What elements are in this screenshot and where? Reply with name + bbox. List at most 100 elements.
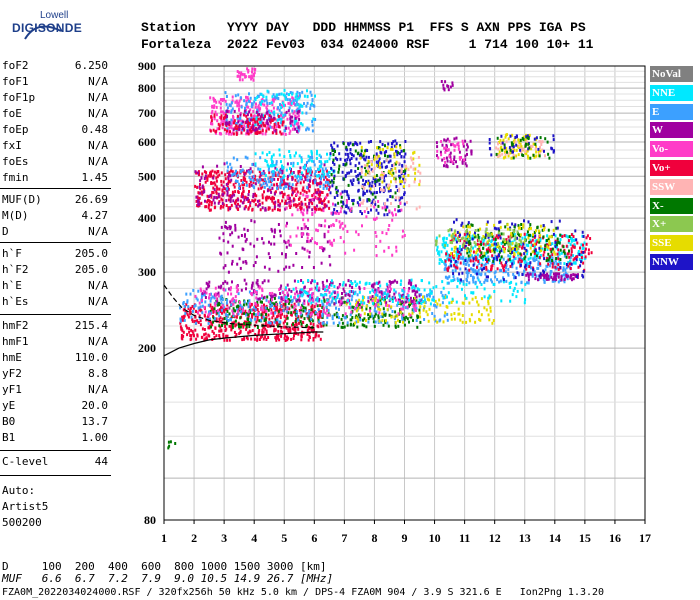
scatter-point [261, 102, 264, 106]
scatter-point [338, 316, 340, 320]
scatter-point [415, 319, 418, 322]
scatter-point [251, 170, 254, 174]
scatter-point [479, 318, 482, 322]
scatter-point [494, 247, 497, 251]
scatter-point [332, 160, 334, 164]
scatter-point [517, 273, 520, 277]
scatter-point [292, 111, 295, 115]
scatter-point [263, 99, 266, 103]
scatter-point [289, 167, 291, 171]
scatter-point [258, 338, 261, 341]
scatter-point [314, 310, 317, 314]
scatter-point [308, 168, 311, 172]
scatter-point [467, 263, 470, 267]
scatter-point [571, 244, 574, 248]
scatter-point [305, 190, 308, 194]
scatter-point [324, 293, 327, 296]
scatter-point [323, 247, 326, 251]
scatter-point [554, 265, 557, 269]
scatter-point [227, 180, 230, 184]
scatter-point [317, 207, 320, 211]
scatter-point [399, 144, 402, 148]
scatter-point [179, 321, 182, 325]
scatter-point [353, 321, 356, 325]
scatter-point [455, 250, 458, 254]
scatter-point [537, 251, 540, 255]
scatter-point [224, 329, 227, 332]
scatter-point [417, 156, 420, 159]
scatter-point [534, 254, 537, 258]
scatter-point [300, 206, 303, 210]
scatter-point [256, 116, 259, 120]
scatter-point [470, 267, 473, 271]
scatter-point [318, 320, 321, 324]
scatter-point [231, 107, 234, 111]
scatter-point [281, 191, 283, 195]
scatter-point [351, 316, 354, 319]
scatter-point [570, 239, 573, 243]
scatter-point [281, 312, 283, 316]
scatter-point [562, 266, 565, 270]
scatter-point [388, 209, 391, 213]
scatter-point [286, 316, 289, 320]
scatter-point [232, 314, 235, 317]
scatter-point [262, 123, 265, 127]
scatter-point [182, 301, 185, 304]
scatter-point [579, 246, 581, 250]
scatter-point [369, 315, 372, 318]
scatter-point [476, 276, 479, 280]
scatter-point [251, 70, 253, 74]
scatter-point [381, 165, 384, 169]
scatter-point [507, 258, 510, 262]
scatter-point [476, 285, 479, 289]
scatter-point [414, 296, 416, 300]
scatter-point [303, 175, 306, 179]
scatter-point [364, 158, 367, 162]
scatter-point [214, 294, 217, 298]
scatter-point [297, 327, 300, 331]
scatter-point [223, 288, 226, 292]
scatter-point [382, 312, 385, 316]
scatter-point [191, 309, 194, 313]
scatter-point [328, 206, 331, 210]
scatter-point [557, 280, 560, 284]
scatter-point [323, 173, 326, 176]
scatter-point [250, 105, 253, 108]
scatter-point [242, 186, 245, 190]
scatter-point [247, 70, 250, 74]
scatter-point [268, 180, 271, 184]
scatter-point [321, 170, 324, 174]
scatter-point [250, 126, 253, 130]
scatter-point [266, 189, 269, 193]
scatter-point [486, 269, 489, 273]
scatter-point [437, 250, 440, 254]
scatter-point [308, 250, 311, 254]
scatter-point [552, 279, 555, 283]
scatter-point [269, 292, 271, 295]
scatter-point [208, 317, 211, 321]
scatter-point [391, 173, 394, 177]
scatter-point [196, 333, 199, 337]
scatter-point [579, 264, 582, 268]
scatter-point [211, 305, 214, 309]
scatter-point [221, 324, 223, 327]
scatter-point [258, 203, 261, 206]
scatter-point [477, 303, 480, 307]
scatter-point [397, 301, 400, 305]
scatter-point [523, 238, 526, 242]
scatter-point [391, 164, 394, 168]
scatter-point [322, 323, 325, 327]
x-tick-label: 9 [402, 531, 408, 545]
scatter-point [227, 177, 230, 181]
scatter-point [326, 152, 328, 156]
scatter-point [353, 292, 356, 296]
scatter-point [247, 301, 250, 305]
scatter-point [572, 254, 575, 258]
scatter-point [255, 102, 257, 106]
scatter-point [253, 118, 256, 122]
scatter-point [220, 118, 223, 122]
scatter-point [474, 271, 477, 275]
scatter-point [391, 195, 394, 199]
scatter-point [223, 98, 225, 101]
scatter-point [224, 99, 227, 103]
